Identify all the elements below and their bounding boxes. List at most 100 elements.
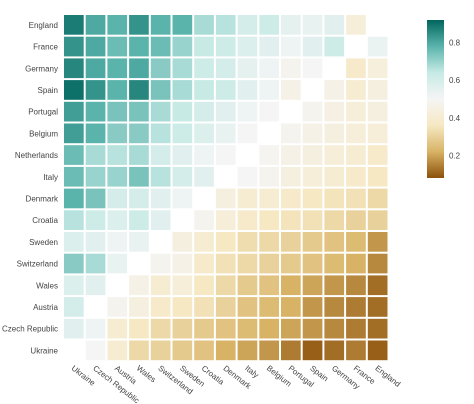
heatmap-cell [259,210,279,230]
heatmap-cell [215,318,236,339]
heatmap-cell [107,145,128,165]
heatmap-cell [150,36,171,57]
heatmap-cell [129,340,149,361]
heatmap-cell [215,123,236,144]
heatmap-cell [107,275,128,296]
heatmap-cell [324,36,345,57]
heatmap-cell [129,58,149,79]
heatmap-cell [281,80,301,100]
heatmap-cell [237,145,258,165]
heatmap-cell [107,58,128,79]
heatmap-cell [302,232,323,252]
heatmap-cell [129,188,149,209]
colorbar-tick-label: 0.6 [449,76,461,85]
y-tick-label: Netherlands [15,151,58,160]
heatmap-cell [172,275,193,296]
heatmap-cell [302,297,323,317]
heatmap-cell [150,188,171,209]
heatmap-cell [150,15,171,35]
y-tick-label: Belgium [29,129,58,138]
heatmap-cell [346,123,366,144]
heatmap-cell [324,340,345,361]
heatmap-cell [172,166,193,187]
heatmap-cell [129,232,149,252]
heatmap-cell [259,15,279,35]
heatmap-cell [107,166,128,187]
heatmap-cell [150,101,171,122]
heatmap-cell [64,340,84,361]
heatmap-cell [215,340,236,361]
heatmap-cell [259,188,279,209]
heatmap-cell [367,15,388,35]
heatmap-cell [237,340,258,361]
heatmap-cell [346,101,366,122]
heatmap-cell [367,275,388,296]
heatmap-cell [324,166,345,187]
heatmap-cell [281,123,301,144]
heatmap-cell [194,297,214,317]
heatmap-cell [302,210,323,230]
heatmap-cell [129,253,149,274]
heatmap-cell [194,36,214,57]
heatmap-cell [367,253,388,274]
heatmap-cell [64,101,84,122]
heatmap-cell [107,297,128,317]
heatmap-cell [107,36,128,57]
heatmap-cell [324,80,345,100]
heatmap-cell [64,58,84,79]
heatmap-cell [215,275,236,296]
colorbar-tick-label: 0.2 [449,151,461,160]
y-tick-label: Czech Republic [2,325,58,334]
heatmap-cell [64,253,84,274]
heatmap-cell [302,275,323,296]
heatmap-cell [324,297,345,317]
heatmap-cell [172,253,193,274]
heatmap-cell [129,275,149,296]
heatmap-cell [346,58,366,79]
heatmap-cell [129,36,149,57]
heatmap-cell [237,15,258,35]
colorbar-gradient [427,20,444,178]
x-tick-label: Wales [135,364,158,385]
heatmap-cell [324,58,345,79]
heatmap-cell [64,15,84,35]
heatmap-cell [194,275,214,296]
heatmap-cell [346,318,366,339]
heatmap-cell [324,318,345,339]
heatmap-cell [215,58,236,79]
heatmap-cell [85,253,106,274]
heatmap-cell [367,80,388,100]
heatmap-cell [215,166,236,187]
heatmap-cell [150,318,171,339]
heatmap-cell [85,166,106,187]
heatmap-cell [237,123,258,144]
heatmap-cell [150,297,171,317]
heatmap-cell [194,166,214,187]
heatmap-cell [324,123,345,144]
heatmap-cell [194,80,214,100]
heatmap-cell [237,318,258,339]
heatmap-cell [324,145,345,165]
heatmap-cell [367,318,388,339]
heatmap-cell [281,166,301,187]
heatmap-cell [85,188,106,209]
heatmap-cell [107,80,128,100]
heatmap-cell [150,340,171,361]
heatmap-cell [259,145,279,165]
heatmap-cell [194,210,214,230]
heatmap-cell [64,166,84,187]
heatmap-cell [194,318,214,339]
heatmap-cell [302,188,323,209]
heatmap-cell [129,210,149,230]
heatmap-cell [281,101,301,122]
heatmap-cell [64,210,84,230]
heatmap-cell [85,232,106,252]
heatmap-cell [85,80,106,100]
heatmap-cell [367,232,388,252]
y-tick-label: Denmark [26,194,59,203]
heatmap-cell [346,166,366,187]
heatmap-cell [172,101,193,122]
heatmap-cell [85,318,106,339]
heatmap-cell [64,80,84,100]
